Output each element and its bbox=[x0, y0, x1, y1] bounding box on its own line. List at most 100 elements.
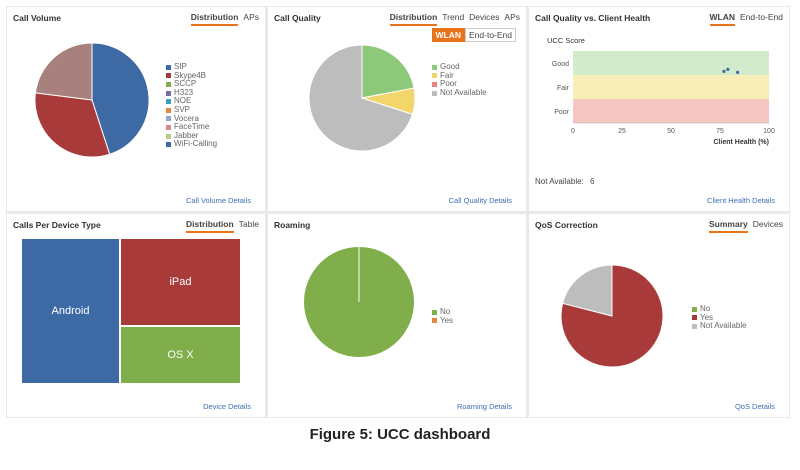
client-health-scatter-chart: UCC Score Good Fair Poor 0 25 50 75 100 Client He… bbox=[547, 36, 775, 146]
legend-item-sccp[interactable]: SCCP bbox=[166, 80, 217, 89]
pie-slice-sip[interactable] bbox=[91, 42, 150, 155]
legend-item-h323[interactable]: H323 bbox=[166, 87, 217, 98]
legend-swatch bbox=[432, 81, 437, 87]
roaming-panel: Roaming No Yes Roaming Details bbox=[268, 214, 526, 417]
legend-item-yes[interactable]: Yes bbox=[432, 315, 454, 326]
y-tick-label: Poor bbox=[554, 109, 569, 116]
legend-item-wifi-calling[interactable]: WiFi-Calling bbox=[166, 140, 217, 149]
qos-tabs: Summary Devices bbox=[709, 219, 783, 233]
device-details-link[interactable]: Device Details bbox=[203, 402, 251, 411]
pie-slice-skype4b[interactable] bbox=[34, 92, 111, 158]
legend-item-fair[interactable]: Fair bbox=[432, 70, 487, 81]
legend-label: Not Available bbox=[440, 87, 487, 97]
roaming-details-link[interactable]: Roaming Details bbox=[456, 402, 512, 411]
legend-item-yes[interactable]: Yes bbox=[692, 313, 747, 323]
legend-swatch bbox=[432, 73, 437, 79]
legend-swatch bbox=[166, 142, 171, 148]
legend-item-svp[interactable]: SVP bbox=[166, 104, 217, 115]
client-health-tabs: WLAN End-to-End bbox=[709, 12, 783, 26]
call-quality-subtabs: WLAN End-to-End bbox=[431, 28, 516, 42]
legend-item-jabber[interactable]: Jabber bbox=[166, 130, 217, 141]
tab-devices[interactable]: Devices bbox=[752, 219, 783, 229]
legend-label: Skype4B bbox=[174, 70, 207, 80]
legend-label: Fair bbox=[440, 70, 454, 80]
legend-item-poor[interactable]: Poor bbox=[432, 80, 487, 89]
legend-label: Poor bbox=[440, 79, 457, 89]
legend-swatch bbox=[166, 107, 171, 113]
call-volume-title: Call Volume bbox=[13, 13, 62, 23]
legend-item-vocera[interactable]: Vocera bbox=[166, 114, 217, 124]
band-good bbox=[573, 51, 769, 75]
legend-swatch bbox=[166, 90, 171, 96]
tab-wlan[interactable]: WLAN bbox=[709, 12, 735, 26]
tab-distribution[interactable]: Distribution bbox=[389, 12, 438, 26]
pie-slice-good[interactable] bbox=[361, 44, 415, 99]
client-health-title: Call Quality vs. Client Health bbox=[535, 13, 651, 23]
qos-title: QoS Correction bbox=[535, 220, 598, 230]
client-health-panel: Call Quality vs. Client Health WLAN End-… bbox=[529, 7, 789, 211]
device-type-tabs: Distribution Table bbox=[185, 219, 259, 233]
qos-panel: QoS Correction Summary Devices No Yes Not … bbox=[529, 214, 789, 417]
call-volume-pie-chart bbox=[34, 42, 150, 158]
call-quality-pie-chart bbox=[308, 44, 416, 152]
tab-trend[interactable]: Trend bbox=[442, 12, 465, 22]
legend-label: Not Available bbox=[700, 321, 747, 331]
legend-item-no[interactable]: No bbox=[692, 304, 747, 314]
qos-legend: No Yes Not Available bbox=[692, 304, 747, 331]
legend-item-skype4b[interactable]: Skype4B bbox=[166, 70, 217, 81]
client-health-details-link[interactable]: Client Health Details bbox=[707, 196, 775, 205]
band-fair bbox=[573, 75, 769, 99]
call-volume-details-link[interactable]: Call Volume Details bbox=[185, 196, 251, 205]
qos-details-link[interactable]: QoS Details bbox=[734, 402, 775, 411]
treemap-tile-os-x[interactable]: OS X bbox=[120, 325, 241, 384]
legend-label: H323 bbox=[174, 87, 194, 97]
legend-swatch bbox=[692, 306, 697, 312]
figure-caption: Figure 5: UCC dashboard bbox=[309, 426, 491, 443]
tab-aps[interactable]: APs bbox=[504, 12, 520, 22]
scatter-point[interactable] bbox=[726, 67, 730, 71]
legend-swatch bbox=[432, 90, 437, 96]
tab-table[interactable]: Table bbox=[238, 219, 259, 229]
call-quality-details-link[interactable]: Call Quality Details bbox=[448, 196, 512, 205]
treemap-tile-ipad[interactable]: iPad bbox=[120, 238, 241, 326]
legend-label: Jabber bbox=[174, 130, 199, 140]
not-available-value: 6 bbox=[590, 177, 595, 186]
tab-aps[interactable]: APs bbox=[243, 12, 259, 22]
pie-slice-yes[interactable] bbox=[560, 264, 664, 368]
call-volume-legend: SIP Skype4B SCCP H323 NOE SVP Vocera FaceTime Ja… bbox=[166, 62, 217, 149]
subtab-wlan[interactable]: WLAN bbox=[431, 28, 465, 42]
treemap-tile-android[interactable]: Android bbox=[21, 238, 120, 384]
y-tick-label: Fair bbox=[557, 85, 570, 92]
legend-item-facetime[interactable]: FaceTime bbox=[166, 123, 217, 132]
legend-swatch bbox=[166, 116, 171, 122]
tab-distribution[interactable]: Distribution bbox=[190, 12, 239, 26]
legend-item-no[interactable]: No bbox=[432, 307, 453, 317]
band-poor bbox=[573, 99, 769, 123]
x-tick-label: 100 bbox=[763, 128, 775, 135]
scatter-point[interactable] bbox=[722, 69, 726, 73]
device-type-panel: Calls Per Device Type Distribution Table… bbox=[7, 214, 265, 417]
legend-swatch bbox=[432, 64, 437, 70]
tab-distribution[interactable]: Distribution bbox=[185, 219, 234, 233]
tab-summary[interactable]: Summary bbox=[709, 219, 748, 233]
tab-devices[interactable]: Devices bbox=[469, 12, 500, 22]
legend-item-noe[interactable]: NOE bbox=[166, 97, 217, 106]
legend-item-not-available[interactable]: Not Available bbox=[692, 322, 747, 331]
pie-slice-not-available[interactable] bbox=[561, 264, 613, 317]
legend-swatch bbox=[166, 133, 171, 139]
legend-swatch bbox=[692, 323, 697, 329]
legend-item-not-available[interactable]: Not Available bbox=[432, 87, 487, 98]
subtab-end-to-end[interactable]: End-to-End bbox=[465, 28, 516, 42]
x-axis-label: Client Health (%) bbox=[713, 139, 769, 146]
roaming-title: Roaming bbox=[274, 220, 311, 230]
scatter-point[interactable] bbox=[736, 70, 740, 74]
pie-slice-sccp[interactable] bbox=[34, 42, 93, 101]
call-quality-title: Call Quality bbox=[274, 13, 321, 23]
legend-label: SVP bbox=[174, 104, 191, 114]
legend-item-sip[interactable]: SIP bbox=[166, 62, 217, 72]
legend-item-good[interactable]: Good bbox=[432, 62, 487, 72]
pie-slice-not-available[interactable] bbox=[308, 44, 414, 152]
chart-title: UCC Score bbox=[547, 36, 585, 45]
tab-end-to-end[interactable]: End-to-End bbox=[740, 12, 783, 22]
legend-label: Yes bbox=[440, 315, 454, 325]
